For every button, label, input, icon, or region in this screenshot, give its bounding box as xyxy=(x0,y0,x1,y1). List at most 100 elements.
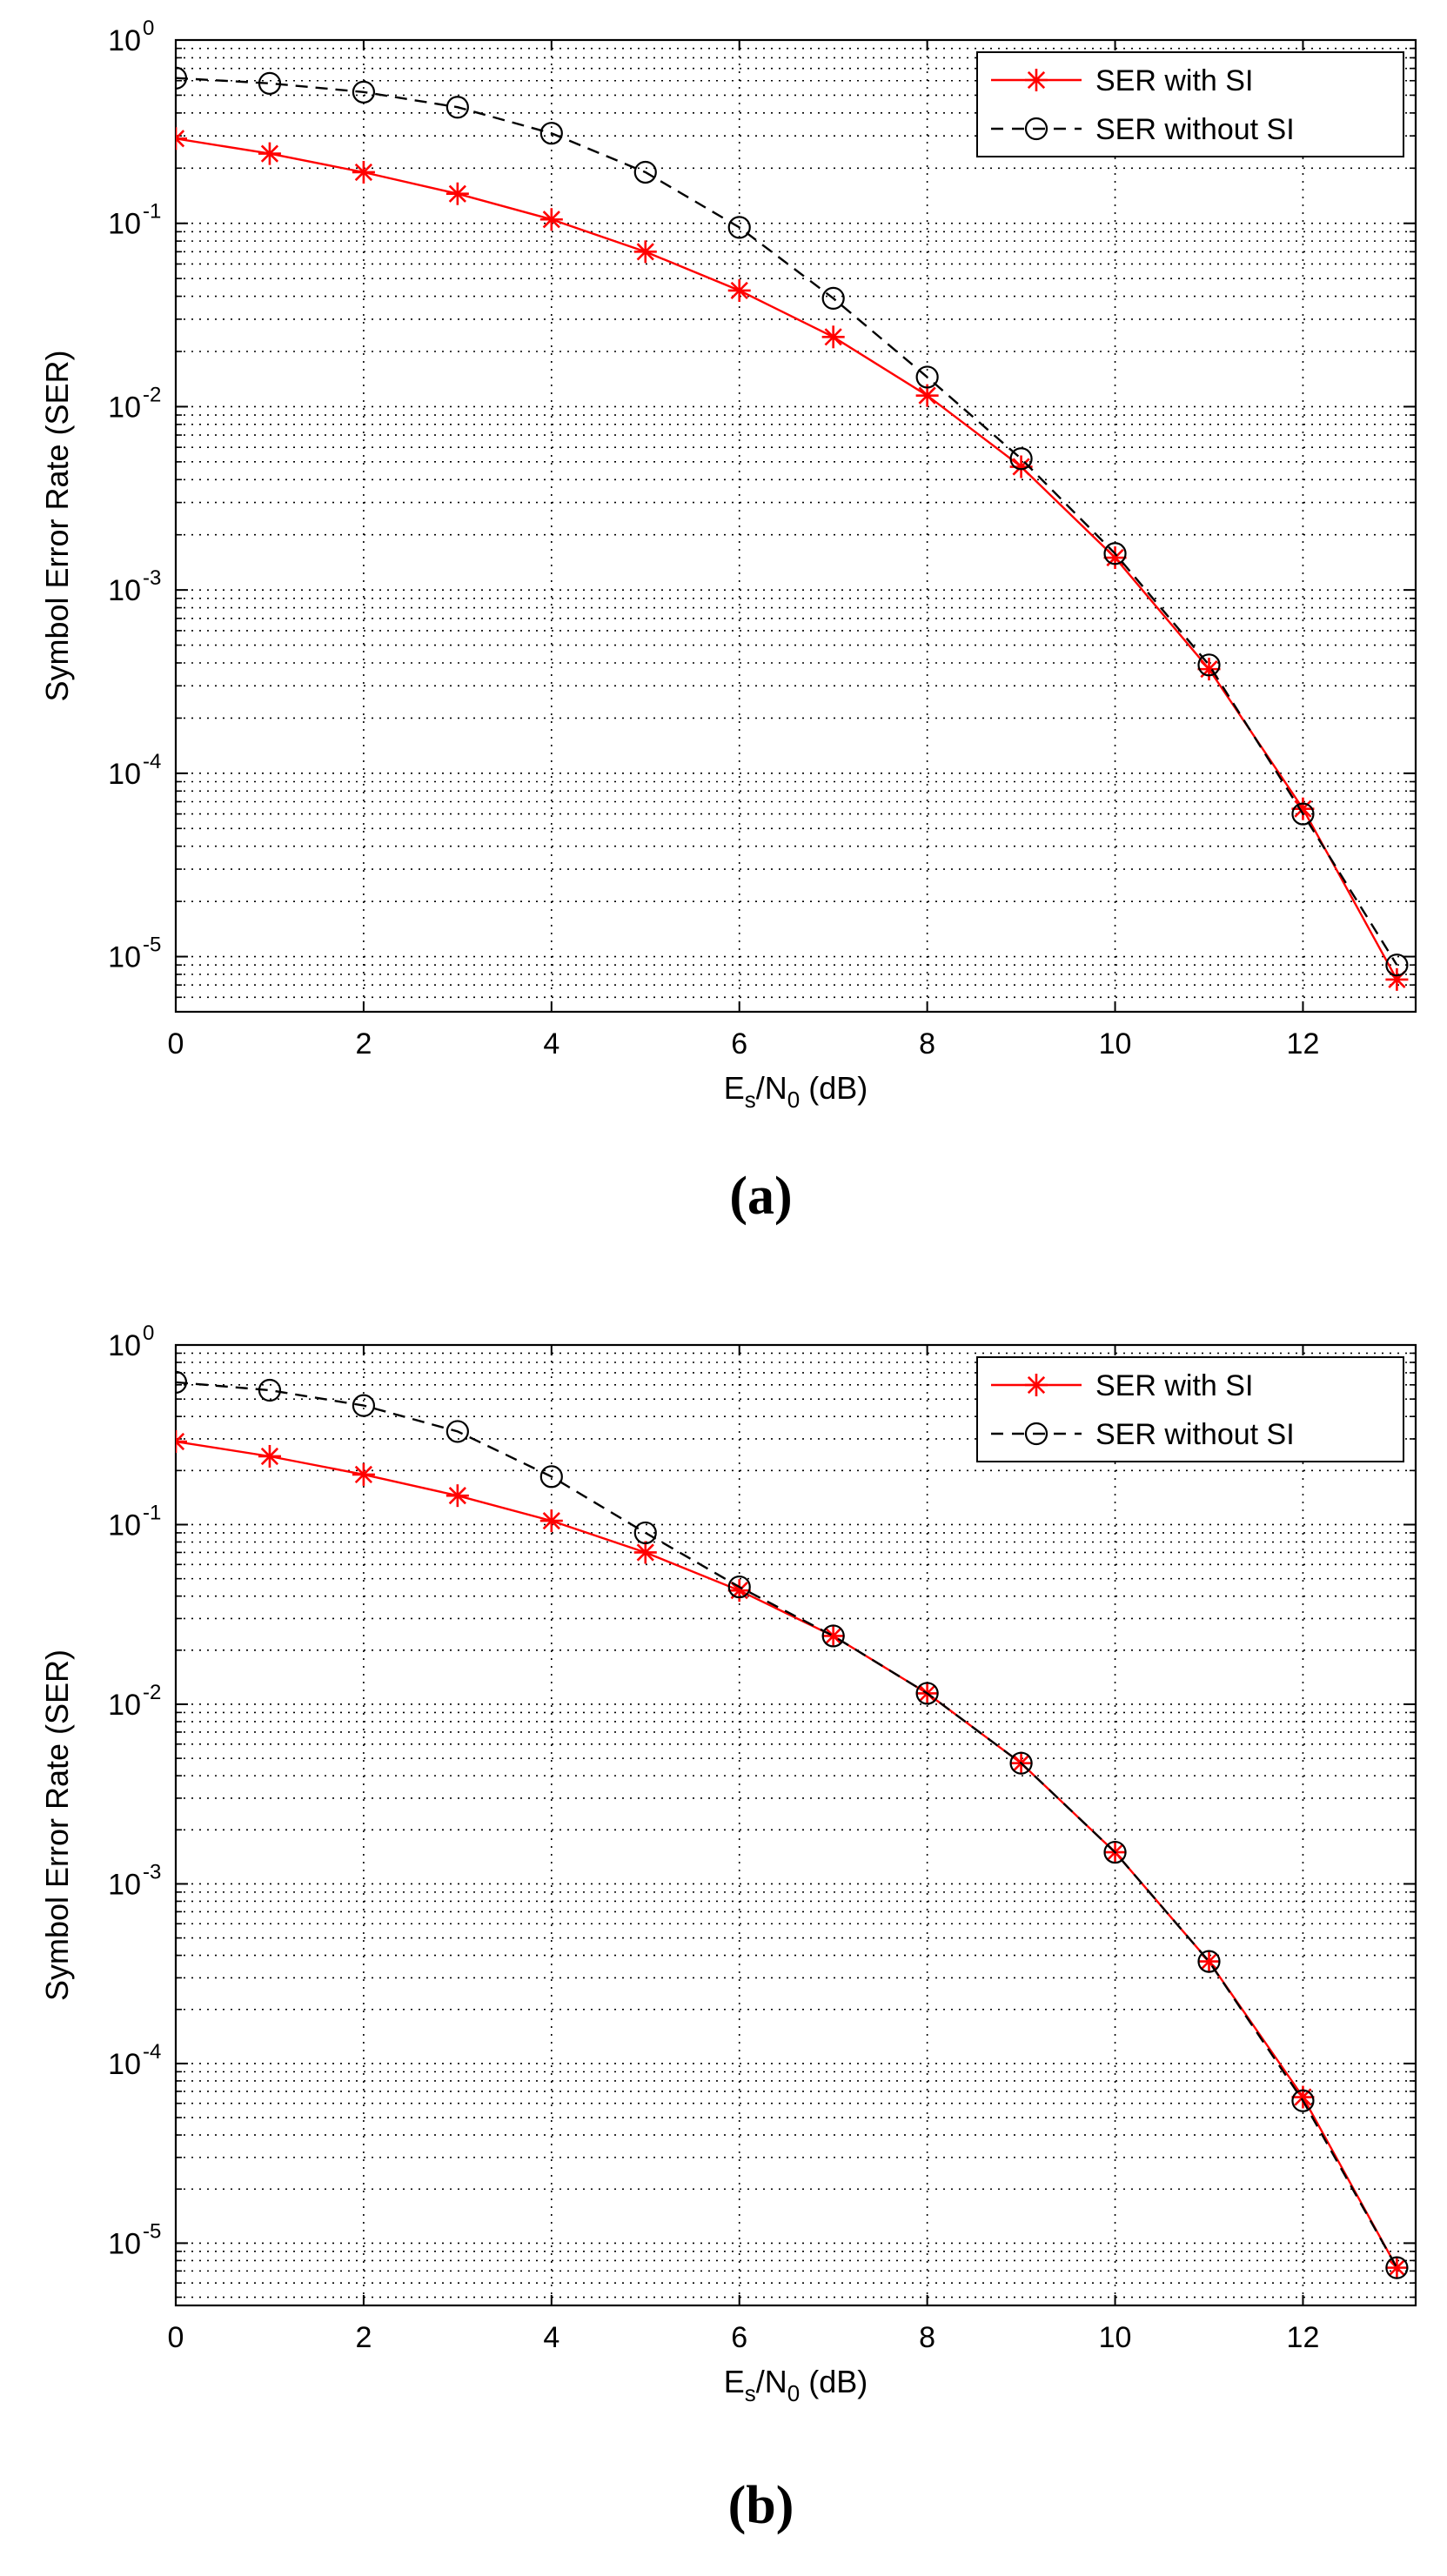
chart-b-series-without-si-line xyxy=(176,1381,1398,2269)
figure-panel-a: 0 2 4 6 8 10 12 10 -5 10 -4 10 -3 10 -2 10 -1 10 0 Es/N0 (d… xyxy=(39,17,1417,1226)
chart-a-series-without-si-point xyxy=(821,286,845,310)
chart-b-legend-marker xyxy=(1024,1422,1048,1446)
chart-a-ytick-label: 10 xyxy=(108,574,141,607)
chart-a-series-with-si-point xyxy=(176,127,187,151)
chart-b-series-without-si-point xyxy=(1291,2089,1315,2112)
chart-b-ytick-label: 10 xyxy=(108,1868,141,1901)
chart-a-ytick-exponent: -3 xyxy=(143,566,161,590)
chart-b-series-without-si-point xyxy=(352,1394,376,1417)
chart-a-series-without-si-point xyxy=(1103,542,1127,565)
chart-a-xtick-label: 6 xyxy=(731,1027,747,1061)
chart-b-legend-marker xyxy=(1025,1374,1048,1396)
chart-b-ytick-exponent: -4 xyxy=(143,2040,161,2064)
chart-a-series-without-si-point xyxy=(633,160,657,184)
chart-a-series-without-si-point xyxy=(539,122,563,145)
chart-b-ytick-label: 10 xyxy=(108,1329,141,1362)
chart-b-xtick-label: 4 xyxy=(543,2321,559,2354)
chart-b-series-without-si-point xyxy=(1103,1840,1127,1864)
chart-b-series-without-si-point xyxy=(633,1521,657,1545)
chart-b-xtick-label: 10 xyxy=(1099,2321,1132,2354)
chart-b-plot-area xyxy=(176,1345,1416,2305)
chart-a-series-with-si-point xyxy=(633,240,657,264)
chart-b-series-without-si-point xyxy=(915,1682,939,1705)
chart-a-series-with-si-point xyxy=(352,160,375,184)
chart-a-series-with-si-point xyxy=(445,182,469,205)
chart-b-series-with-si-point xyxy=(258,1444,281,1468)
chart-b-xtick-label: 0 xyxy=(168,2321,184,2354)
chart-a-legend-marker xyxy=(1025,69,1048,91)
chart-b-series-without-si-point xyxy=(1197,1950,1221,1973)
chart-b-series-without-si-point xyxy=(1385,2256,1409,2279)
chart-b-series-with-si-point xyxy=(445,1484,469,1508)
chart-b-xlabel: Es/N0 (dB) xyxy=(724,2364,868,2406)
chart-b-series-without-si-point xyxy=(821,1624,845,1648)
chart-a-series-without-si-point xyxy=(1385,953,1409,977)
figure-panel-b: 0 2 4 6 8 10 12 10 -5 10 -4 10 -3 10 -2 10 -1 10 0 Es/N0 (d… xyxy=(0,1288,1447,2575)
chart-b-series-without-si-point xyxy=(1009,1751,1033,1775)
chart-a-series-with-si-point xyxy=(539,208,563,231)
chart-a-ytick-exponent: 0 xyxy=(143,17,154,40)
chart-b-ylabel: Symbol Error Rate (SER) xyxy=(39,1649,75,2001)
chart-a-series-with-si-point xyxy=(727,278,751,302)
chart-b-series-with-si-point xyxy=(539,1509,563,1533)
chart-a-series-without-si-point xyxy=(445,96,469,119)
chart-a-series-without-si-point xyxy=(258,71,282,95)
chart-b-legend-box xyxy=(976,1356,1404,1462)
chart-b-ytick-label: 10 xyxy=(108,1689,141,1722)
chart-a-series-without-si-point xyxy=(1291,802,1315,826)
chart-a-ytick-exponent: -1 xyxy=(143,200,161,224)
chart-a-series-without-si-point xyxy=(1197,653,1221,677)
chart-a-axes-box xyxy=(174,38,1417,1014)
chart-b-series-with-si-point xyxy=(176,1430,187,1454)
chart-a-series-without-si-point xyxy=(915,365,939,389)
chart-a-ylabel: Symbol Error Rate (SER) xyxy=(39,350,75,701)
chart-a-xtick-label: 2 xyxy=(355,1027,372,1061)
chart-b-series-without-si-point xyxy=(258,1378,282,1402)
chart-a-xtick-label: 0 xyxy=(168,1027,184,1061)
chart-b-ytick-label: 10 xyxy=(108,1509,141,1542)
chart-b-series-layer xyxy=(176,1370,1409,2279)
chart-a-ytick-label: 10 xyxy=(108,391,141,424)
chart-a-series-without-si-point xyxy=(176,66,188,90)
chart-a-caption: (a) xyxy=(729,1167,792,1226)
chart-a-series-without-si-point xyxy=(727,216,751,239)
chart-b-series-without-si xyxy=(176,1370,1409,2279)
chart-a-plot-area xyxy=(176,40,1416,1012)
chart-b-xtick-label: 2 xyxy=(355,2321,372,2354)
chart-b-xtick-label: 6 xyxy=(731,2321,747,2354)
chart-b-series-without-si-point xyxy=(445,1420,469,1443)
chart-a-series-with-si-point xyxy=(1291,797,1315,820)
chart-a-legend-marker xyxy=(1024,117,1048,141)
chart-a-legend-label: SER with SI xyxy=(1095,64,1253,97)
chart-a-legend-label: SER without SI xyxy=(1095,113,1295,146)
chart-a-xtick-label: 10 xyxy=(1099,1027,1132,1061)
chart-a-ytick-exponent: -5 xyxy=(143,933,161,957)
chart-b-ytick-exponent: -5 xyxy=(143,2219,161,2243)
chart-b-xtick-label: 8 xyxy=(919,2321,935,2354)
chart-a-ytick-label: 10 xyxy=(108,758,141,791)
chart-a-ytick-label: 10 xyxy=(108,208,141,241)
chart-b-ytick-label: 10 xyxy=(108,2227,141,2260)
chart-b-series-with-si-point xyxy=(633,1541,657,1564)
chart-a-ytick-label: 10 xyxy=(108,941,141,974)
chart-b-legend: SER with SI SER without SI xyxy=(976,1356,1404,1462)
chart-a-series-without-si-line xyxy=(176,77,1398,966)
chart-b-ytick-label: 10 xyxy=(108,2048,141,2081)
chart-a-series-without-si-point xyxy=(1009,447,1033,471)
chart-a-xtick-label: 12 xyxy=(1287,1027,1320,1061)
chart-a-legend: SER with SI SER without SI xyxy=(976,51,1404,157)
chart-a-xtick-label: 4 xyxy=(543,1027,559,1061)
chart-b-series-with-si-point xyxy=(727,1579,751,1602)
chart-b-caption: (b) xyxy=(728,2476,794,2535)
chart-a-series-without-si-point xyxy=(352,80,376,104)
chart-b-series-without-si-point xyxy=(539,1465,563,1489)
chart-b-series-without-si-point xyxy=(727,1575,751,1599)
chart-a-ytick-label: 10 xyxy=(108,24,141,57)
chart-b-series-with-si-point xyxy=(821,1624,845,1648)
chart-b-series-with-si-point xyxy=(352,1462,375,1486)
chart-a-xlabel: Es/N0 (dB) xyxy=(724,1070,868,1113)
chart-a-series-without-si xyxy=(176,66,1409,977)
chart-a-xtick-label: 8 xyxy=(919,1027,935,1061)
